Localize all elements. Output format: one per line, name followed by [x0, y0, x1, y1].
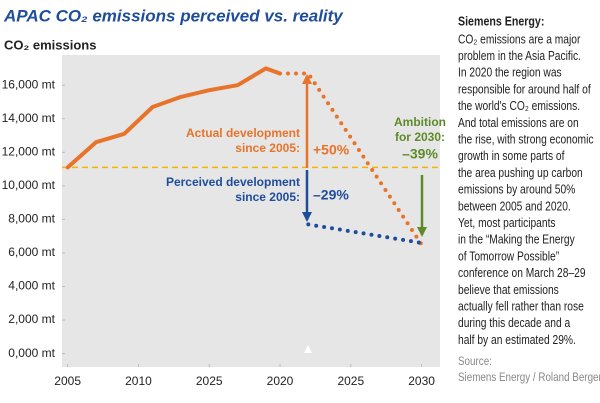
sidebar-text: problem in the Asia Pacific. [458, 50, 581, 63]
marker-triangle [304, 345, 312, 353]
source-label: Source: [458, 355, 492, 368]
sidebar-text: believe that emissions [458, 284, 559, 297]
annotation-text: Perceived development [166, 175, 300, 189]
y-tick-label: 14,000 mt [2, 111, 56, 125]
sidebar-text: between 2005 and 2020. [458, 200, 571, 213]
x-tick-label: 2010 [125, 374, 152, 388]
x-tick-label: 2020 [267, 374, 294, 388]
annotation-value: +50% [313, 142, 350, 158]
sidebar-text: CO₂ emissions are a major [458, 33, 581, 46]
annotation-text: Ambition [394, 115, 446, 129]
sidebar-text: responsible for around half of [458, 84, 591, 97]
x-tick-label: 2005 [54, 374, 81, 388]
source-text: Siemens Energy / Roland Berger [458, 371, 600, 384]
x-tick-label: 2025 [337, 374, 364, 388]
annotation-text: for 2030: [395, 130, 445, 144]
annotation-value: –29% [313, 187, 349, 203]
sidebar-text: the rise, with strong economic [458, 134, 594, 147]
y-tick-label: 4,000 mt [8, 279, 55, 293]
y-tick-label: 10,000 mt [2, 178, 56, 192]
plot-area [62, 55, 440, 367]
annotation-value: –39% [402, 146, 438, 162]
y-tick-label: 16,000 mt [2, 77, 56, 91]
sidebar-text: during this decade and a [458, 317, 571, 330]
annotation-text: Actual development [186, 126, 300, 140]
chart-title: APAC CO₂ emissions perceived vs. reality [3, 6, 344, 25]
sidebar-text: of Tomorrow Possible” [458, 251, 559, 264]
y-tick-label: 0,000 mt [8, 346, 55, 360]
sidebar-text: And total emissions are on [458, 117, 579, 130]
sidebar-text: Yet, most participants [458, 217, 556, 230]
projection-line [306, 222, 424, 245]
y-tick-label: 2,000 mt [8, 312, 55, 326]
series-line [65, 66, 282, 170]
sidebar-text: conference on March 28–29 [458, 267, 586, 280]
annotation-text: since 2005: [235, 190, 300, 204]
sidebar-text: actually fell rather than rose [458, 301, 584, 314]
x-tick-label: 2030 [408, 374, 435, 388]
y-axis-label: CO₂ emissions [4, 37, 96, 52]
x-tick-label: 2025 [196, 374, 223, 388]
sidebar-text: emissions by around 50% [458, 184, 575, 197]
sidebar-text: growth in some parts of [458, 150, 565, 163]
sidebar-text: the area pushing up carbon [458, 167, 583, 180]
y-tick-label: 6,000 mt [8, 245, 55, 259]
projection-line [278, 71, 424, 247]
sidebar-text: the world's CO₂ emissions. [458, 100, 580, 113]
sidebar-text: half by an estimated 29%. [458, 334, 576, 347]
sidebar-text: in the “Making the Energy [458, 234, 575, 247]
sidebar-heading: Siemens Energy: [458, 13, 544, 28]
y-tick-label: 8,000 mt [8, 212, 55, 226]
y-tick-label: 12,000 mt [2, 144, 56, 158]
annotation-text: since 2005: [235, 141, 300, 155]
sidebar: Siemens Energy: CO₂ emissions are a majo… [458, 13, 600, 384]
sidebar-text: In 2020 the region was [458, 67, 562, 80]
